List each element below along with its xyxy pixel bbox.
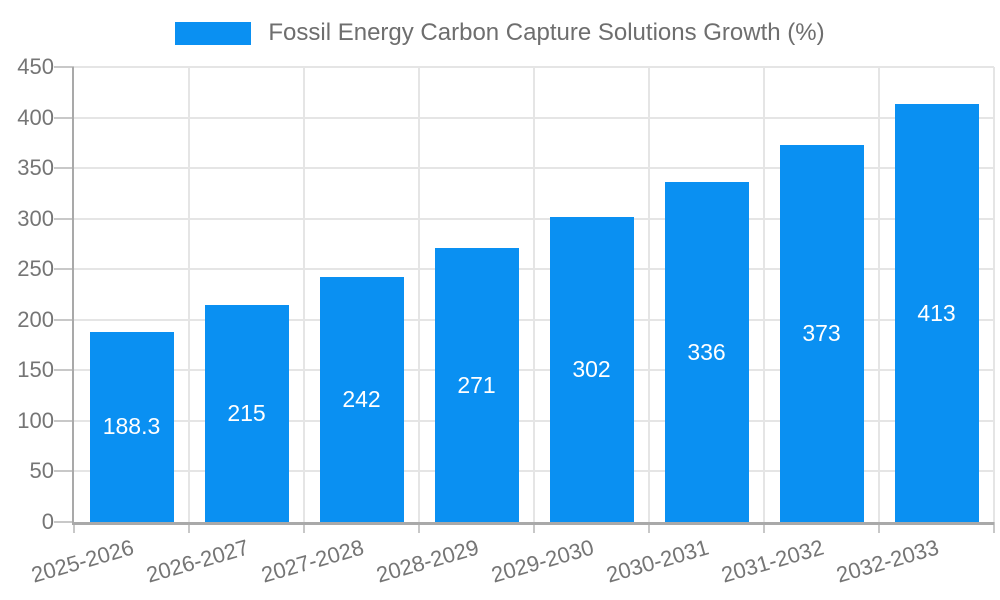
- bar[interactable]: 336: [664, 182, 749, 522]
- y-axis-tick-mark: [54, 470, 74, 473]
- bar-value-label: 336: [687, 338, 726, 365]
- bar[interactable]: 242: [319, 277, 404, 522]
- y-axis-tick-label: 300: [17, 205, 54, 231]
- y-axis-tick-label: 150: [17, 357, 54, 383]
- x-axis-tick-label: 2032-2033: [833, 534, 942, 588]
- vertical-gridline: [648, 67, 650, 522]
- bar[interactable]: 413: [894, 104, 979, 522]
- vertical-gridline: [878, 67, 880, 522]
- x-axis-tick-label: 2029-2030: [488, 534, 597, 588]
- y-axis-tick-mark: [54, 419, 74, 422]
- x-axis-tick-label: 2028-2029: [373, 534, 482, 588]
- bar[interactable]: 302: [549, 216, 634, 522]
- bar-value-label: 413: [917, 299, 956, 326]
- bar[interactable]: 215: [204, 304, 289, 522]
- x-axis-tick-label: 2026-2027: [143, 534, 252, 588]
- x-axis-tick-mark: [878, 522, 880, 533]
- x-axis-tick-mark: [188, 522, 190, 533]
- legend-label: Fossil Energy Carbon Capture Solutions G…: [268, 19, 825, 46]
- x-axis-tick-mark: [73, 522, 75, 533]
- bar[interactable]: 373: [779, 144, 864, 522]
- y-axis-tick-label: 0: [41, 509, 54, 534]
- bar-value-label: 242: [342, 386, 381, 413]
- y-axis-tick-mark: [54, 369, 74, 372]
- x-axis-tick-label: 2030-2031: [603, 534, 712, 588]
- vertical-gridline: [188, 67, 190, 522]
- y-axis-tick-mark: [54, 116, 74, 119]
- y-axis-tick-label: 450: [17, 54, 54, 79]
- plot-area: 188.3 215 242 271 302 336 373 413: [74, 66, 995, 522]
- vertical-gridline: [763, 67, 765, 522]
- x-axis-tick-label: 2027-2028: [258, 534, 367, 588]
- legend-swatch: [175, 21, 252, 45]
- y-axis-tick-mark: [54, 167, 74, 170]
- y-axis-tick-label: 250: [17, 256, 54, 282]
- y-axis-tick-mark: [54, 268, 74, 271]
- x-axis-tick-mark: [533, 522, 535, 533]
- y-axis-tick-label: 200: [17, 306, 54, 332]
- x-axis-tick-label: 2025-2026: [28, 534, 137, 588]
- bar[interactable]: 271: [434, 248, 519, 522]
- x-axis-tick-mark: [763, 522, 765, 533]
- x-axis-tick-label: 2031-2032: [718, 534, 827, 588]
- y-axis-tick-label: 350: [17, 155, 54, 181]
- x-axis-tick-mark: [993, 522, 995, 533]
- bar-value-label: 188.3: [102, 413, 161, 440]
- bar-value-label: 302: [572, 355, 611, 382]
- y-axis-line: [72, 67, 74, 525]
- y-axis-tick-label: 400: [17, 104, 54, 130]
- y-axis-tick-mark: [54, 318, 74, 321]
- vertical-gridline: [418, 67, 420, 522]
- y-axis-tick-mark: [54, 521, 74, 523]
- x-axis-tick-mark: [303, 522, 305, 533]
- x-axis-tick-mark: [648, 522, 650, 533]
- y-axis-tick-label: 100: [17, 407, 54, 433]
- y-axis-tick-label: 50: [29, 458, 54, 484]
- vertical-gridline: [303, 67, 305, 522]
- chart-legend[interactable]: Fossil Energy Carbon Capture Solutions G…: [0, 19, 1000, 47]
- vertical-gridline: [993, 67, 995, 522]
- vertical-gridline: [533, 67, 535, 522]
- y-axis-tick-mark: [54, 217, 74, 220]
- bar-value-label: 271: [457, 371, 496, 398]
- x-axis-tick-mark: [418, 522, 420, 533]
- y-axis-tick-mark: [54, 66, 74, 68]
- bar-value-label: 373: [802, 319, 841, 346]
- x-axis-line: [74, 522, 994, 525]
- bar[interactable]: 188.3: [89, 331, 174, 522]
- bar-value-label: 215: [227, 399, 266, 426]
